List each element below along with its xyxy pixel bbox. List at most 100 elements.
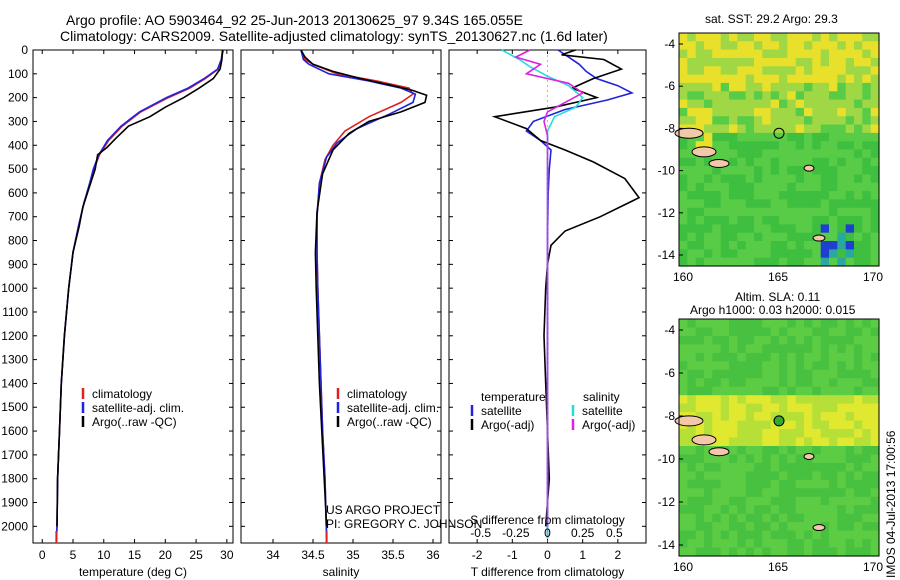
sst-map-cell xyxy=(862,157,872,167)
sst-map-cell xyxy=(737,132,747,142)
sla-map-cell xyxy=(712,462,722,472)
sla-map-cell xyxy=(854,471,863,481)
sst-map-cell xyxy=(687,166,697,175)
sst-map-cell xyxy=(870,149,880,159)
sst-map-cell xyxy=(862,199,872,209)
sst-map-cell xyxy=(854,116,863,126)
sla-map-cell xyxy=(845,361,855,371)
sla-map-cell xyxy=(829,513,838,523)
sla-map-cell xyxy=(845,547,855,557)
sla-map-cell xyxy=(829,539,838,549)
sst-map-cell xyxy=(837,132,847,142)
sst-map-cell xyxy=(779,207,788,217)
sla-map-cell xyxy=(770,462,780,472)
sla-map-cell xyxy=(837,319,847,329)
sla-map-cell xyxy=(712,539,722,549)
sla-map-cell xyxy=(829,429,838,439)
sst-map-cell xyxy=(720,99,730,109)
sst-map-cell xyxy=(779,66,788,76)
sst-map-cell xyxy=(687,41,697,51)
sst-map-cell xyxy=(762,216,772,225)
sst-map-cell xyxy=(745,58,755,67)
sst-map-cell xyxy=(787,224,797,234)
sst-map-cell xyxy=(820,149,830,159)
sst-map-cell xyxy=(712,216,722,225)
sla-map-cell xyxy=(737,344,747,354)
sla-map-cell xyxy=(837,344,847,354)
sla-map-cell xyxy=(695,471,705,481)
sst-map-cell xyxy=(687,66,697,76)
sst-map-cell xyxy=(762,41,772,51)
sst-map-cell xyxy=(754,107,763,117)
difference-x-tick-label: 2 xyxy=(615,548,622,562)
sla-map-cell xyxy=(845,420,855,430)
sla-map-cell xyxy=(862,335,872,345)
sla-map-cell xyxy=(679,352,688,362)
sst-map-cell xyxy=(687,74,697,84)
sla-map-cell xyxy=(687,352,697,362)
sst-map-cell xyxy=(704,224,713,234)
sla-map-cell xyxy=(754,539,763,549)
sla-map-cell xyxy=(712,471,722,481)
sla-map-cell xyxy=(712,395,722,405)
sla-map-cell xyxy=(712,522,722,532)
sst-map-cell xyxy=(737,116,747,126)
sst-map-cell xyxy=(754,124,763,134)
sst-map-cell xyxy=(712,141,722,151)
island-shape xyxy=(812,234,826,242)
sst-map-cell xyxy=(845,182,855,192)
sla-map-cell xyxy=(870,327,880,337)
sst-map-cell xyxy=(729,91,738,101)
sst-map-cell xyxy=(870,241,880,250)
sla-map-cell xyxy=(704,496,713,506)
sst-map-cell xyxy=(745,149,755,159)
sla-map-cell xyxy=(837,471,847,481)
sla-map-cell xyxy=(795,437,805,447)
sla-map-cell xyxy=(829,522,838,532)
sst-map-cell xyxy=(720,232,730,242)
sst-map-cell xyxy=(695,232,705,242)
sst-map-cell xyxy=(729,116,738,126)
sst-map-cell xyxy=(770,174,780,184)
sst-map-cell xyxy=(862,91,872,101)
sla-map-cell xyxy=(687,488,697,498)
sst-map-cell xyxy=(729,224,738,234)
sst-map-cell xyxy=(712,66,722,76)
sla-map-cell xyxy=(812,335,822,345)
sla-map-cell xyxy=(720,437,730,447)
sst-map-cell xyxy=(779,249,788,259)
sst-map-cell xyxy=(870,199,880,209)
sla-map-cell xyxy=(837,369,847,379)
sst-map-cell xyxy=(770,149,780,159)
sla-map-cell xyxy=(820,395,830,405)
sla-map-cell xyxy=(770,505,780,515)
sst-map-cell xyxy=(679,191,688,200)
sst-map-cell xyxy=(795,141,805,151)
sla-map-cell xyxy=(770,344,780,354)
sla-map-cell xyxy=(845,386,855,396)
difference-series-t-satellite xyxy=(525,49,635,539)
sla-map-cell xyxy=(754,437,763,447)
sst-map-cell xyxy=(770,132,780,142)
sla-map-cell xyxy=(712,335,722,345)
sla-map-cell xyxy=(729,513,738,523)
sla-map-cell xyxy=(729,352,738,362)
title-line-1: Argo profile: AO 5903464_92 25-Jun-2013 … xyxy=(66,12,523,28)
sst-map-cell xyxy=(687,216,697,225)
sla-map-cell xyxy=(712,369,722,379)
sst-map-cell xyxy=(704,207,713,217)
sla-map-cell xyxy=(787,344,797,354)
sla-map-cell xyxy=(787,395,797,405)
sla-map-cell xyxy=(745,327,755,337)
sst-map-cell xyxy=(837,124,847,134)
sla-map-cell xyxy=(745,539,755,549)
sst-map-cell xyxy=(854,224,863,234)
sst-map-cell xyxy=(837,232,847,242)
sst-map-cell xyxy=(787,58,797,67)
sst-map-cell xyxy=(779,174,788,184)
sst-map-cell xyxy=(737,232,747,242)
sla-map-cell xyxy=(837,496,847,506)
sla-map-cell xyxy=(737,403,747,413)
sla-map-cell xyxy=(812,378,822,388)
difference-x-label: T difference from climatology xyxy=(471,565,625,579)
